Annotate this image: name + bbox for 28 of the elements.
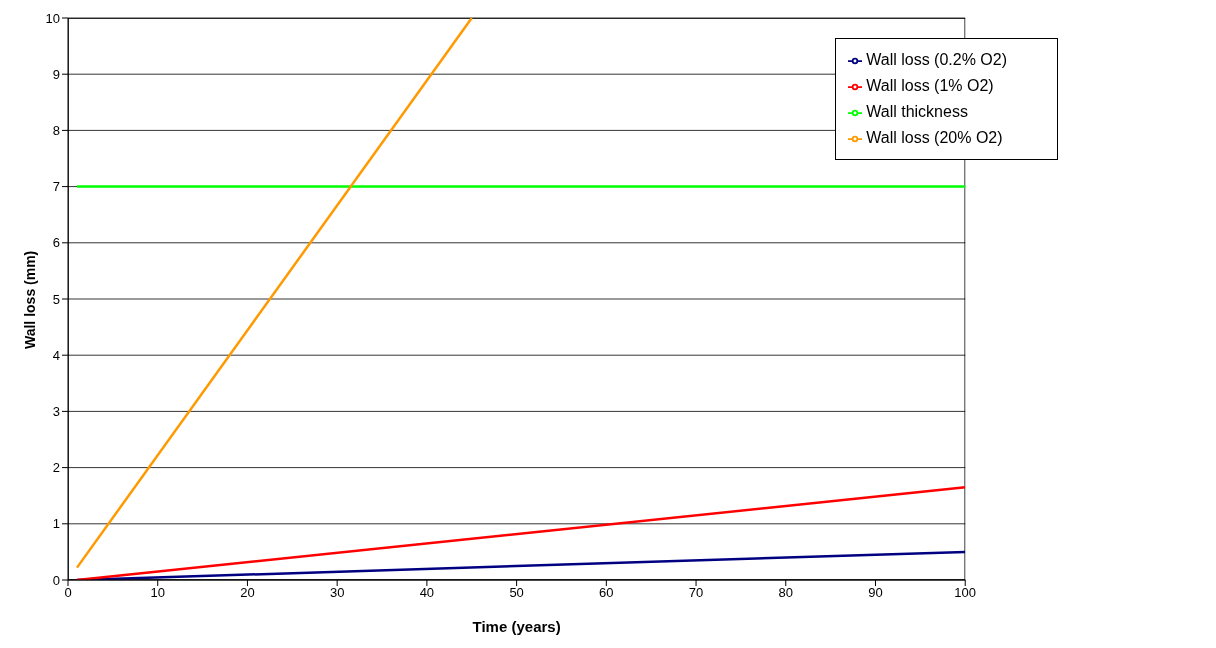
x-tick-label: 100: [954, 585, 977, 601]
y-tick-label: 7: [52, 179, 60, 195]
y-tick-label: 9: [52, 66, 60, 82]
legend-label: Wall loss (1% O2): [866, 77, 994, 94]
x-tick-label: 50: [509, 585, 524, 601]
y-tick-label: 3: [52, 404, 60, 420]
x-tick-label: 20: [240, 585, 255, 601]
y-tick-label: 1: [52, 516, 60, 532]
y-tick-label: 10: [45, 10, 60, 26]
legend-label: Wall loss (0.2% O2): [866, 51, 1007, 68]
y-tick-label: 5: [52, 291, 60, 307]
x-tick-label: 60: [599, 585, 614, 601]
x-axis-title: Time (years): [472, 618, 561, 635]
y-axis-title: Wall loss (mm): [21, 250, 38, 349]
x-tick-label: 90: [868, 585, 883, 601]
y-tick-label: 2: [52, 460, 60, 476]
legend-label: Wall thickness: [866, 103, 968, 120]
y-tick-label: 8: [52, 123, 60, 139]
x-tick-label: 70: [688, 585, 704, 601]
x-tick-label: 80: [778, 585, 794, 601]
x-tick-label: 10: [150, 585, 165, 601]
y-tick-label: 4: [52, 347, 60, 363]
y-tick-label: 6: [52, 235, 60, 251]
y-tick-label: 0: [52, 572, 60, 588]
legend-label: Wall loss (20% O2): [866, 129, 1003, 146]
x-tick-label: 30: [329, 585, 345, 601]
x-tick-label: 40: [419, 585, 435, 601]
x-tick-label: 0: [64, 585, 72, 601]
